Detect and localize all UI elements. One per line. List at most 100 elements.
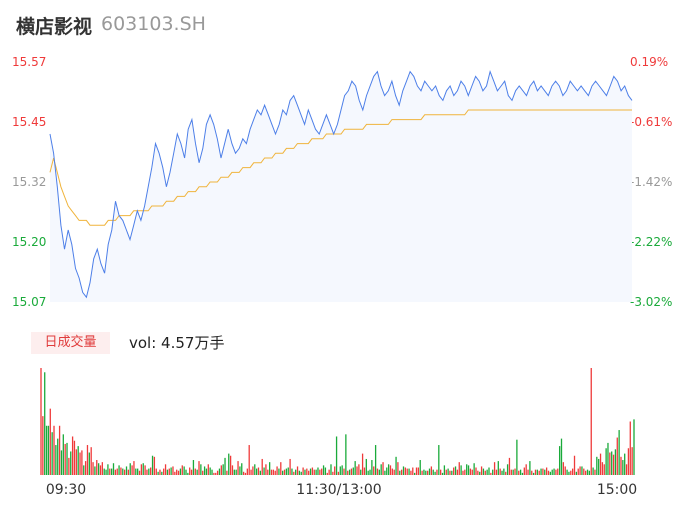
volume-bar bbox=[620, 456, 622, 475]
volume-bar bbox=[246, 468, 248, 475]
volume-bar bbox=[335, 436, 338, 475]
price-tick-label: 15.57 bbox=[12, 55, 46, 69]
volume-bar bbox=[365, 458, 367, 475]
volume-bar bbox=[506, 464, 509, 475]
volume-bar bbox=[148, 468, 150, 475]
volume-bar bbox=[564, 466, 566, 475]
pct-axis-labels: 0.19% -0.61% -1.42% -2.22% -3.02% bbox=[630, 55, 672, 309]
volume-bar bbox=[324, 467, 327, 475]
volume-bar bbox=[170, 467, 172, 475]
volume-bar bbox=[376, 468, 379, 475]
price-line bbox=[49, 69, 633, 299]
volume-bar bbox=[220, 465, 222, 475]
volume-bar bbox=[473, 463, 475, 475]
volume-bar bbox=[231, 465, 234, 475]
volume-bar bbox=[531, 470, 533, 475]
volume-bar bbox=[215, 472, 217, 475]
volume-bar bbox=[527, 469, 529, 475]
volume-bar bbox=[566, 469, 568, 475]
volume-bar bbox=[449, 470, 451, 475]
volume-bar bbox=[568, 471, 570, 475]
volume-bar bbox=[285, 468, 288, 475]
volume-bar bbox=[480, 466, 483, 475]
volume-bar bbox=[116, 468, 118, 475]
volume-bar bbox=[66, 442, 68, 475]
volume-bar bbox=[174, 471, 176, 475]
volume-bar bbox=[276, 466, 278, 475]
volume-bar bbox=[356, 466, 358, 475]
volume-bar bbox=[415, 467, 418, 475]
price-tick-label: 15.20 bbox=[12, 235, 46, 249]
volume-bar bbox=[241, 463, 243, 475]
volume-bar bbox=[295, 469, 297, 475]
volume-bar bbox=[257, 467, 260, 475]
volume-bar bbox=[326, 472, 328, 475]
volume-bar bbox=[244, 472, 247, 475]
volume-bar bbox=[86, 445, 89, 475]
volume-bar bbox=[512, 469, 514, 475]
volume-bar bbox=[332, 471, 334, 475]
volume-bar bbox=[157, 471, 159, 475]
volume-bar bbox=[553, 468, 555, 475]
volume-bar bbox=[70, 451, 72, 475]
volume-bar bbox=[151, 455, 154, 475]
volume-bar bbox=[289, 458, 291, 475]
volume-bar bbox=[190, 469, 193, 475]
pct-tick-label: -3.02% bbox=[630, 295, 672, 309]
volume-bar bbox=[140, 464, 143, 475]
volume-bar bbox=[315, 469, 317, 475]
volume-bar bbox=[505, 471, 507, 475]
volume-bar bbox=[358, 464, 360, 475]
time-axis-labels: 09:30 11:30/13:00 15:00 bbox=[46, 482, 637, 498]
volume-bar bbox=[282, 470, 284, 475]
volume-bar bbox=[611, 451, 613, 475]
volume-bar bbox=[124, 469, 126, 475]
volume-bar bbox=[135, 468, 137, 475]
volume-bar bbox=[428, 468, 431, 475]
volume-bar bbox=[458, 462, 460, 475]
volume-bar bbox=[445, 469, 447, 475]
volume-bar bbox=[484, 470, 486, 475]
volume-bar bbox=[222, 464, 224, 475]
volume-bar bbox=[599, 453, 602, 475]
volume-bar bbox=[177, 470, 180, 475]
volume-bar bbox=[181, 465, 183, 475]
volume-bar bbox=[330, 464, 332, 475]
volume-bar bbox=[146, 469, 148, 475]
price-area bbox=[50, 71, 632, 302]
volume-bar bbox=[55, 445, 57, 475]
volume-bar bbox=[90, 447, 92, 475]
volume-bar bbox=[501, 470, 503, 475]
volume-bar bbox=[120, 467, 122, 475]
volume-bar bbox=[516, 439, 518, 475]
volume-bar bbox=[84, 461, 87, 475]
volume-bar bbox=[196, 469, 198, 475]
volume-bar bbox=[363, 467, 366, 475]
volume-bar bbox=[161, 471, 163, 475]
volume-bar bbox=[605, 448, 607, 475]
volume-tag: 日成交量 bbox=[31, 332, 110, 354]
volume-bar bbox=[469, 468, 472, 475]
volume-bar bbox=[187, 472, 189, 475]
volume-bar bbox=[96, 460, 98, 475]
volume-bar bbox=[265, 464, 267, 475]
volume-bar bbox=[360, 469, 362, 475]
volume-bar bbox=[592, 467, 594, 475]
price-tick-label: 15.32 bbox=[12, 175, 46, 189]
volume-bar bbox=[436, 469, 438, 475]
volume-bar bbox=[430, 466, 433, 475]
volume-bar bbox=[287, 467, 289, 475]
volume-bar bbox=[529, 461, 531, 475]
price-axis-labels: 15.57 15.45 15.32 15.20 15.07 bbox=[12, 55, 46, 309]
volume-bar bbox=[341, 465, 343, 475]
price-tick-label: 15.45 bbox=[12, 115, 46, 129]
volume-bar bbox=[545, 467, 548, 475]
volume-bar bbox=[441, 472, 444, 475]
volume-bar bbox=[607, 442, 609, 475]
volume-bar bbox=[408, 468, 410, 475]
volume-bar bbox=[532, 472, 535, 475]
volume-bar bbox=[466, 464, 468, 475]
volume-bar bbox=[486, 469, 488, 475]
pct-tick-label: -2.22% bbox=[630, 235, 672, 249]
volume-bar bbox=[612, 454, 615, 475]
